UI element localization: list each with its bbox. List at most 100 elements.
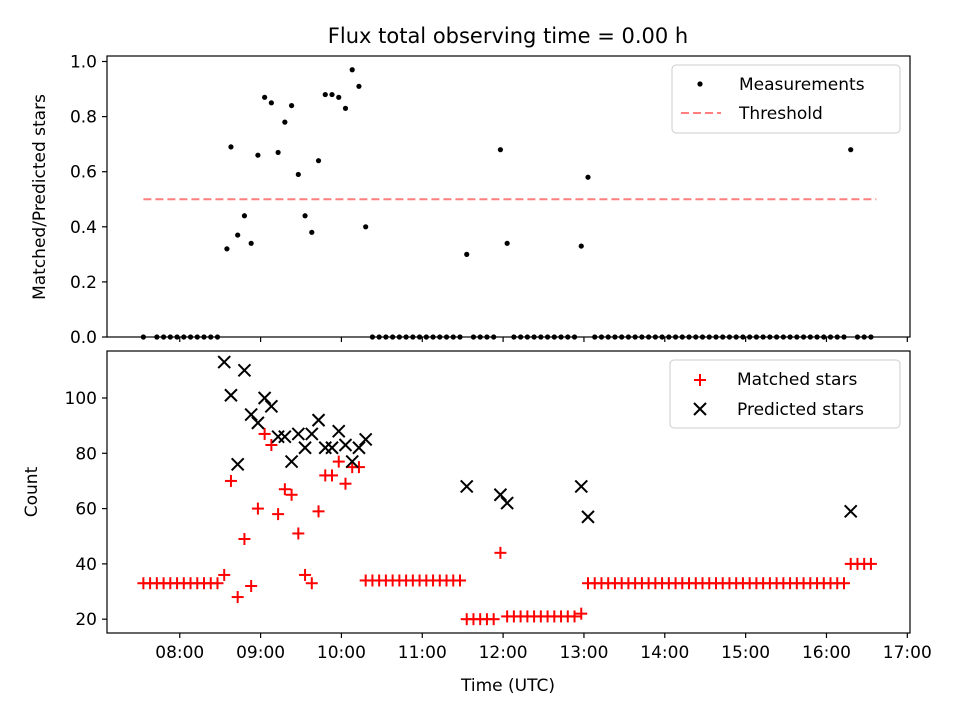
top-y-tick-label: 0.0 — [70, 328, 97, 348]
measurement-point — [814, 334, 820, 340]
measurement-point — [666, 334, 672, 340]
measurement-point — [821, 334, 827, 340]
measurement-point — [774, 334, 780, 340]
measurement-point — [625, 334, 632, 340]
measurement-point — [807, 334, 813, 340]
measurement-point — [167, 334, 173, 340]
measurement-point — [208, 334, 214, 340]
measurement-point — [632, 334, 638, 340]
matched-star-point — [218, 568, 231, 581]
measurement-point — [255, 152, 261, 158]
bottom-x-tick-label: 10:00 — [317, 643, 366, 663]
measurement-point — [558, 334, 564, 340]
measurement-point — [733, 334, 739, 340]
measurement-point — [592, 334, 598, 340]
bottom-x-tick-label: 09:00 — [236, 643, 285, 663]
measurement-point — [598, 334, 605, 340]
matched-star-point — [211, 577, 224, 590]
matched-star-point — [251, 502, 264, 515]
predicted-star-point — [325, 441, 339, 455]
matched-star-point — [332, 455, 345, 468]
measurement-point — [841, 334, 847, 340]
measurement-point — [518, 334, 524, 340]
matched-star-point — [326, 469, 339, 482]
measurement-point — [201, 334, 207, 340]
predicted-star-point — [581, 510, 595, 524]
measurement-point — [760, 334, 766, 340]
bottom-y-tick-label: 80 — [75, 444, 97, 464]
measurement-point — [511, 334, 517, 340]
measurement-point — [659, 334, 665, 340]
measurement-point — [224, 246, 230, 252]
legend-measurements-label: Measurements — [739, 75, 865, 95]
measurement-point — [241, 213, 248, 219]
top-axes-frame — [106, 55, 911, 338]
measurement-point — [491, 334, 497, 340]
measurement-point — [268, 100, 274, 106]
measurement-point — [329, 91, 335, 98]
measurement-point — [538, 334, 544, 340]
measurement-point — [780, 334, 786, 340]
measurement-point — [154, 334, 160, 340]
top-plot-area: 0.0 0.2 0.4 0.6 0.8 1.0 — [70, 53, 911, 348]
measurement-point — [309, 229, 315, 235]
measurement-point — [706, 334, 712, 340]
measurement-point — [868, 334, 874, 340]
measurement-point — [693, 334, 699, 340]
bottom-x-tick-label: 16:00 — [802, 643, 851, 663]
matched-star-point — [453, 574, 466, 587]
measurement-point — [531, 334, 537, 340]
measurement-point — [376, 334, 382, 340]
bottom-legend: Matched stars Predicted stars — [669, 359, 901, 429]
measurement-point — [437, 334, 443, 340]
measurement-point — [794, 334, 800, 340]
measurement-point — [699, 334, 706, 340]
measurement-point — [349, 67, 355, 73]
measurement-point — [214, 334, 221, 340]
top-legend-box — [671, 64, 901, 134]
bottom-y-tick-label: 60 — [75, 500, 97, 520]
matched-star-point — [339, 477, 352, 490]
measurement-point — [753, 334, 760, 340]
predicted-star-point — [493, 488, 508, 502]
measurement-point — [282, 119, 288, 125]
measurement-point — [403, 334, 409, 340]
measurement-point — [430, 334, 436, 340]
bottom-panel: Count Time (UTC) 20 40 60 80 100 08:00 09:00 10… — [22, 350, 932, 696]
predicted-star-point — [244, 407, 258, 422]
measurement-point — [854, 334, 861, 340]
measurement-point — [464, 251, 470, 257]
measurement-point — [726, 334, 733, 340]
measurement-point — [848, 147, 854, 153]
predicted-star-point — [332, 424, 346, 438]
matched-star-point — [265, 439, 278, 451]
matched-star-point — [864, 557, 877, 570]
bottom-x-tick-label: 15:00 — [721, 643, 770, 663]
top-legend: Measurements Threshold — [671, 64, 901, 134]
measurement-point — [315, 158, 322, 164]
predicted-star-point — [298, 441, 312, 455]
predicted-star-point — [844, 504, 858, 519]
measurement-point — [827, 334, 834, 340]
measurement-point — [369, 334, 376, 340]
measurement-point — [342, 105, 349, 111]
top-y-tick-label: 1.0 — [70, 53, 97, 73]
measurement-point — [194, 334, 200, 340]
matched-star-point — [224, 474, 237, 487]
predicted-star-point — [574, 479, 588, 494]
measurement-point — [767, 334, 773, 340]
matched-star-point — [494, 546, 507, 559]
measurement-point — [302, 213, 308, 219]
measurement-point — [652, 334, 658, 340]
matched-star-point — [258, 427, 271, 440]
measurement-point — [477, 334, 483, 340]
measurement-point — [235, 232, 241, 238]
measurement-point — [322, 91, 328, 98]
measurement-point — [605, 334, 611, 340]
bottom-x-tick-label: 17:00 — [883, 643, 932, 663]
measurement-point — [834, 334, 840, 340]
bottom-y-axis-label: Count — [22, 466, 42, 517]
matched-star-point — [278, 483, 291, 496]
measurement-point — [295, 171, 301, 178]
